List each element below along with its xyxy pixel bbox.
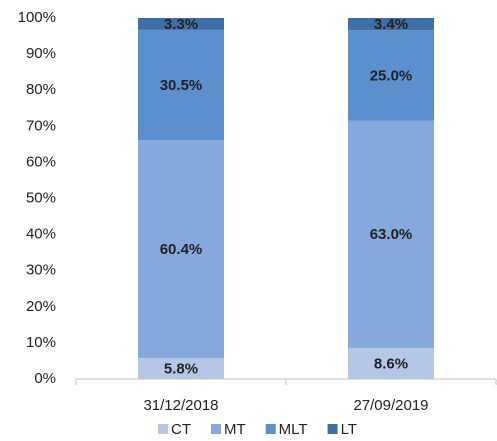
y-tick-label: 20%: [26, 298, 56, 315]
bar-segment: [348, 347, 434, 379]
data-label: 25.0%: [370, 67, 413, 84]
y-tick-label: 50%: [26, 189, 56, 206]
bar-segment: [138, 18, 224, 30]
legend-label: LT: [341, 421, 357, 438]
data-label: 30.5%: [160, 77, 203, 94]
x-tick-label: 27/09/2019: [353, 397, 428, 414]
bar-segment: [138, 140, 224, 359]
legend-swatch: [265, 424, 276, 434]
legend-swatch: [327, 424, 338, 434]
bar-segment: [348, 30, 434, 121]
y-tick-label: 10%: [26, 334, 56, 351]
legend-label: CT: [171, 421, 191, 438]
y-tick-label: 70%: [26, 117, 56, 134]
data-label: 3.4%: [374, 16, 408, 33]
y-tick-label: 100%: [18, 9, 56, 26]
y-tick-label: 90%: [26, 45, 56, 62]
bar-segment: [138, 29, 224, 141]
data-label: 60.4%: [160, 241, 203, 258]
data-label: 8.6%: [374, 355, 408, 372]
bar-segment: [138, 358, 224, 379]
legend-swatch: [158, 424, 168, 434]
y-tick-label: 0%: [34, 370, 56, 387]
y-tick-label: 80%: [26, 81, 56, 98]
y-tick-label: 40%: [26, 226, 56, 243]
bar-segment: [348, 18, 434, 31]
data-label: 3.3%: [164, 16, 198, 33]
legend-label: MT: [224, 421, 246, 438]
legend-label: MLT: [279, 421, 308, 438]
bar-segment: [348, 120, 434, 348]
x-tick-label: 31/12/2018: [143, 397, 218, 414]
y-tick-label: 60%: [26, 153, 56, 170]
data-label: 63.0%: [370, 226, 413, 243]
y-tick-label: 30%: [26, 262, 56, 279]
data-label: 5.8%: [164, 360, 198, 377]
legend-swatch: [211, 424, 221, 434]
